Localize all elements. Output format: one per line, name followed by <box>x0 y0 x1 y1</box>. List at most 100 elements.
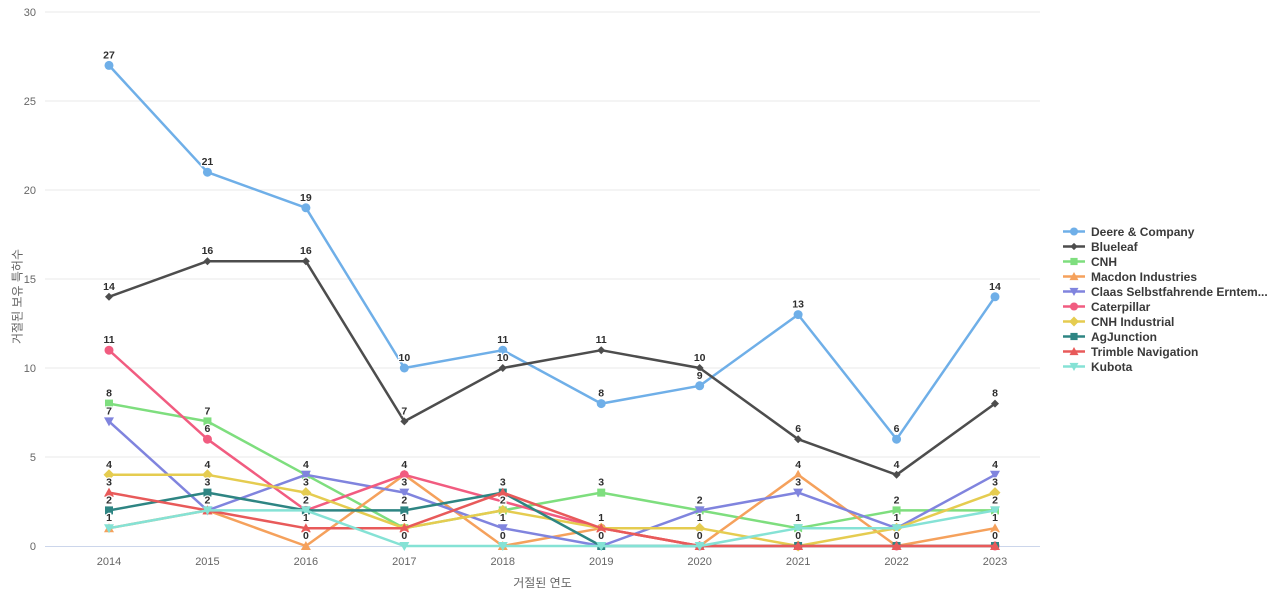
point-label: 11 <box>596 334 607 346</box>
point-label: 1 <box>992 512 998 524</box>
legend-item-deere-company[interactable]: Deere & Company <box>1062 224 1268 239</box>
point-label: 9 <box>697 370 703 382</box>
y-tick-25: 25 <box>24 96 36 108</box>
point-label: 10 <box>694 352 706 364</box>
point-label: 2 <box>894 494 900 506</box>
series-blueleaf <box>105 257 999 479</box>
point-label: 10 <box>398 352 410 364</box>
series-deere-company <box>104 60 1000 444</box>
point-label: 0 <box>401 530 407 542</box>
point-label: 14 <box>989 281 1001 293</box>
series-kubota-line <box>107 509 997 548</box>
legend-item-claas-selbstfahrende[interactable]: Claas Selbstfahrende Erntem... <box>1062 284 1268 299</box>
point-label: 27 <box>103 49 115 61</box>
legend-item-blueleaf[interactable]: Blueleaf <box>1062 239 1268 254</box>
x-tick-2022: 2022 <box>884 556 908 568</box>
series-kubota <box>104 506 1000 551</box>
x-tick-2020: 2020 <box>687 556 711 568</box>
legend-marker-icon-kubota <box>1063 362 1085 371</box>
point-label: 10 <box>497 352 509 364</box>
legend-label: CNH Industrial <box>1091 314 1175 329</box>
point-label: 0 <box>697 530 703 542</box>
series-trimble-navigation-line <box>107 491 997 548</box>
point-label: 0 <box>894 530 900 542</box>
point-label: 3 <box>401 477 407 489</box>
legend-label: Blueleaf <box>1091 239 1138 254</box>
legend-item-cnh[interactable]: CNH <box>1062 254 1268 269</box>
legend-item-trimble-navigation[interactable]: Trimble Navigation <box>1062 344 1268 359</box>
point-label: 8 <box>106 388 112 400</box>
legend-item-cnh-industrial[interactable]: CNH Industrial <box>1062 314 1268 329</box>
legend-label: Trimble Navigation <box>1091 344 1199 359</box>
y-tick-10: 10 <box>24 363 36 375</box>
point-label: 7 <box>205 405 211 417</box>
series-claas-selbstfahrende <box>104 417 1000 551</box>
point-label: 21 <box>202 156 214 168</box>
x-tick-2016: 2016 <box>294 556 318 568</box>
x-tick-2017: 2017 <box>392 556 416 568</box>
legend-label: Caterpillar <box>1091 299 1151 314</box>
point-label: 3 <box>598 477 604 489</box>
legend-marker-icon-cnh-industrial <box>1063 316 1085 327</box>
x-tick-2018: 2018 <box>491 556 515 568</box>
y-tick-5: 5 <box>30 452 36 464</box>
series-blueleaf-line <box>107 259 997 477</box>
point-label: 1 <box>106 512 112 524</box>
point-label: 1 <box>401 512 407 524</box>
point-label: 2 <box>992 494 998 506</box>
point-label: 2 <box>401 494 407 506</box>
point-label: 4 <box>894 459 900 471</box>
point-label: 0 <box>992 530 998 542</box>
point-label: 13 <box>792 299 804 311</box>
legend-marker-icon-blueleaf <box>1063 242 1085 251</box>
y-tick-20: 20 <box>24 185 36 197</box>
point-label: 6 <box>894 423 900 435</box>
x-tick-2023: 2023 <box>983 556 1007 568</box>
point-label: 8 <box>992 388 998 400</box>
legend-item-kubota[interactable]: Kubota <box>1062 359 1268 374</box>
x-tick-2014: 2014 <box>97 556 121 568</box>
legend-item-agjunction[interactable]: AgJunction <box>1062 329 1268 344</box>
point-label: 3 <box>500 477 506 489</box>
x-axis-title: 거절된 연도 <box>513 576 572 590</box>
point-label: 4 <box>303 459 309 471</box>
x-tick-2015: 2015 <box>195 556 219 568</box>
point-label: 1 <box>697 512 703 524</box>
point-label: 1 <box>894 512 900 524</box>
point-label: 0 <box>795 530 801 542</box>
point-label: 4 <box>106 459 112 471</box>
point-label: 19 <box>300 192 312 204</box>
point-label: 14 <box>103 281 115 293</box>
series-agjunction <box>105 488 999 550</box>
point-label: 3 <box>106 477 112 489</box>
x-tick-2021: 2021 <box>786 556 810 568</box>
legend-marker-icon-claas-selbstfahrende <box>1063 287 1085 296</box>
x-tick-2019: 2019 <box>589 556 613 568</box>
point-label: 2 <box>205 494 211 506</box>
point-label: 2 <box>500 494 506 506</box>
point-label: 7 <box>401 405 407 417</box>
point-label: 7 <box>106 405 112 417</box>
point-label: 6 <box>205 423 211 435</box>
legend-label: Kubota <box>1091 359 1133 374</box>
legend-label: Macdon Industries <box>1091 269 1198 284</box>
point-label: 4 <box>795 459 801 471</box>
legend-marker-icon-caterpillar <box>1063 302 1085 311</box>
point-label: 3 <box>992 477 998 489</box>
point-label: 4 <box>401 459 407 471</box>
y-tick-15: 15 <box>24 274 36 286</box>
point-label: 11 <box>497 334 508 346</box>
legend-item-macdon-industries[interactable]: Macdon Industries <box>1062 269 1268 284</box>
point-label: 0 <box>500 530 506 542</box>
legend-marker-icon-agjunction <box>1063 332 1085 341</box>
point-label: 2 <box>697 494 703 506</box>
point-label: 6 <box>795 423 801 435</box>
legend-marker-icon-cnh <box>1063 257 1085 266</box>
point-label: 11 <box>103 334 114 346</box>
point-label: 4 <box>205 459 211 471</box>
point-label: 2 <box>106 494 112 506</box>
legend-marker-icon-macdon-industries <box>1063 272 1085 281</box>
legend-item-caterpillar[interactable]: Caterpillar <box>1062 299 1268 314</box>
